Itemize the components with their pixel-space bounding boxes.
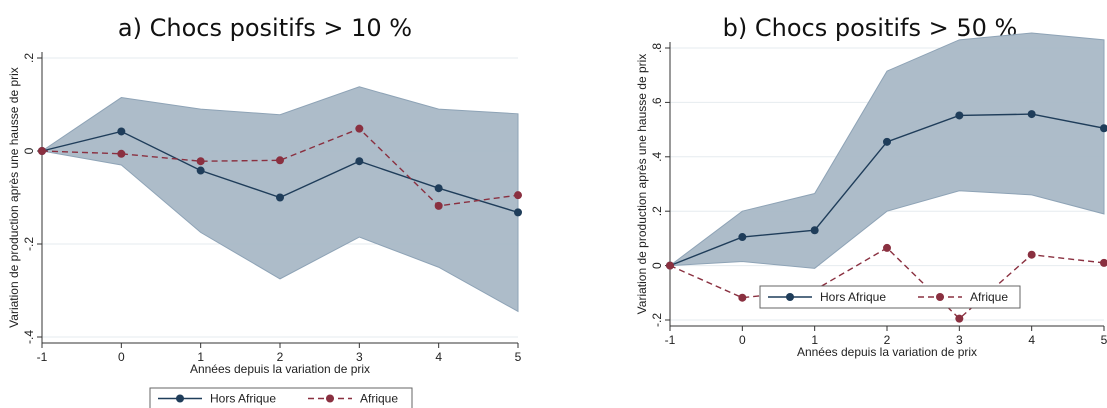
data-point-hors-afrique <box>514 208 522 217</box>
data-point-afrique <box>355 124 364 133</box>
x-tick-label: 5 <box>515 350 522 364</box>
x-axis-label: Années depuis la variation de prix <box>190 362 370 376</box>
legend: Hors Afrique Afrique <box>149 387 413 408</box>
y-tick-label: .8 <box>650 43 664 53</box>
data-point-hors-afrique <box>276 193 284 202</box>
legend-label: Afrique <box>970 290 1008 304</box>
data-point-afrique <box>1027 250 1036 259</box>
x-tick-label: 0 <box>118 350 125 364</box>
y-tick-label: 0 <box>650 262 664 269</box>
data-point-hors-afrique <box>1027 110 1036 119</box>
x-tick-label: -1 <box>37 350 48 364</box>
chart-b: b) Chocs positifs > 50 % -.2 0 .2 .4 .6 .8 -1 0 1… <box>635 14 1107 359</box>
data-point-afrique <box>738 293 747 302</box>
x-tick-label: 3 <box>356 350 363 364</box>
x-tick-label: 2 <box>884 333 891 347</box>
chart-title: a) Chocs positifs > 10 % <box>118 14 412 42</box>
y-tick-label: 0 <box>22 147 36 154</box>
y-tick-label: -.4 <box>22 330 36 344</box>
data-point-hors-afrique <box>955 111 964 120</box>
chart-a: a) Chocs positifs > 10 % -.4 -.2 0 .2 -1 0 1 2 3 4… <box>7 14 522 408</box>
y-tick-label: -.2 <box>22 237 36 251</box>
data-point-afrique <box>117 149 126 158</box>
data-point-afrique <box>276 156 284 165</box>
data-point-afrique <box>666 261 674 270</box>
data-point-hors-afrique <box>196 166 205 175</box>
legend-marker <box>326 394 334 403</box>
legend-label: Hors Afrique <box>210 392 276 406</box>
data-point-hors-afrique <box>355 157 364 166</box>
data-point-afrique <box>1100 258 1107 267</box>
x-tick-label: 5 <box>1101 333 1107 347</box>
x-tick-label: 0 <box>739 333 746 347</box>
x-tick-label: 3 <box>956 333 963 347</box>
data-point-afrique <box>955 314 964 323</box>
x-tick-label: 4 <box>435 350 442 364</box>
y-tick-label: .2 <box>22 53 36 63</box>
data-point-hors-afrique <box>117 127 126 136</box>
data-point-hors-afrique <box>810 226 819 235</box>
x-tick-label: 1 <box>197 350 204 364</box>
y-tick-label: -.2 <box>650 313 664 327</box>
legend-marker <box>786 293 794 301</box>
legend-label: Afrique <box>360 392 398 406</box>
legend-marker <box>176 394 184 403</box>
y-tick-label: .6 <box>650 97 664 107</box>
legend-box <box>149 387 413 408</box>
data-point-afrique <box>883 243 891 252</box>
x-tick-label: -1 <box>665 333 676 347</box>
x-tick-label: 1 <box>811 333 818 347</box>
data-point-afrique <box>196 157 205 166</box>
x-tick-label: 2 <box>277 350 284 364</box>
data-point-afrique <box>38 147 46 155</box>
data-point-hors-afrique <box>883 137 891 146</box>
data-point-afrique <box>514 191 522 200</box>
chart-title: b) Chocs positifs > 50 % <box>723 14 1018 42</box>
x-axis-label: Années depuis la variation de prix <box>797 345 977 359</box>
data-point-hors-afrique <box>1100 124 1107 133</box>
data-point-hors-afrique <box>738 233 747 242</box>
y-tick-label: .4 <box>650 151 664 161</box>
legend: Hors Afrique Afrique <box>759 285 1021 309</box>
x-tick-label: 4 <box>1028 333 1035 347</box>
data-point-hors-afrique <box>434 184 443 193</box>
y-axis-label: Variation de production après une hausse… <box>7 67 21 328</box>
data-point-afrique <box>434 201 443 210</box>
legend-label: Hors Afrique <box>820 290 886 304</box>
legend-box <box>759 285 1021 309</box>
legend-marker <box>936 293 944 301</box>
y-axis-label: Variation de production après une hausse… <box>635 54 649 315</box>
y-tick-label: .2 <box>650 206 664 216</box>
